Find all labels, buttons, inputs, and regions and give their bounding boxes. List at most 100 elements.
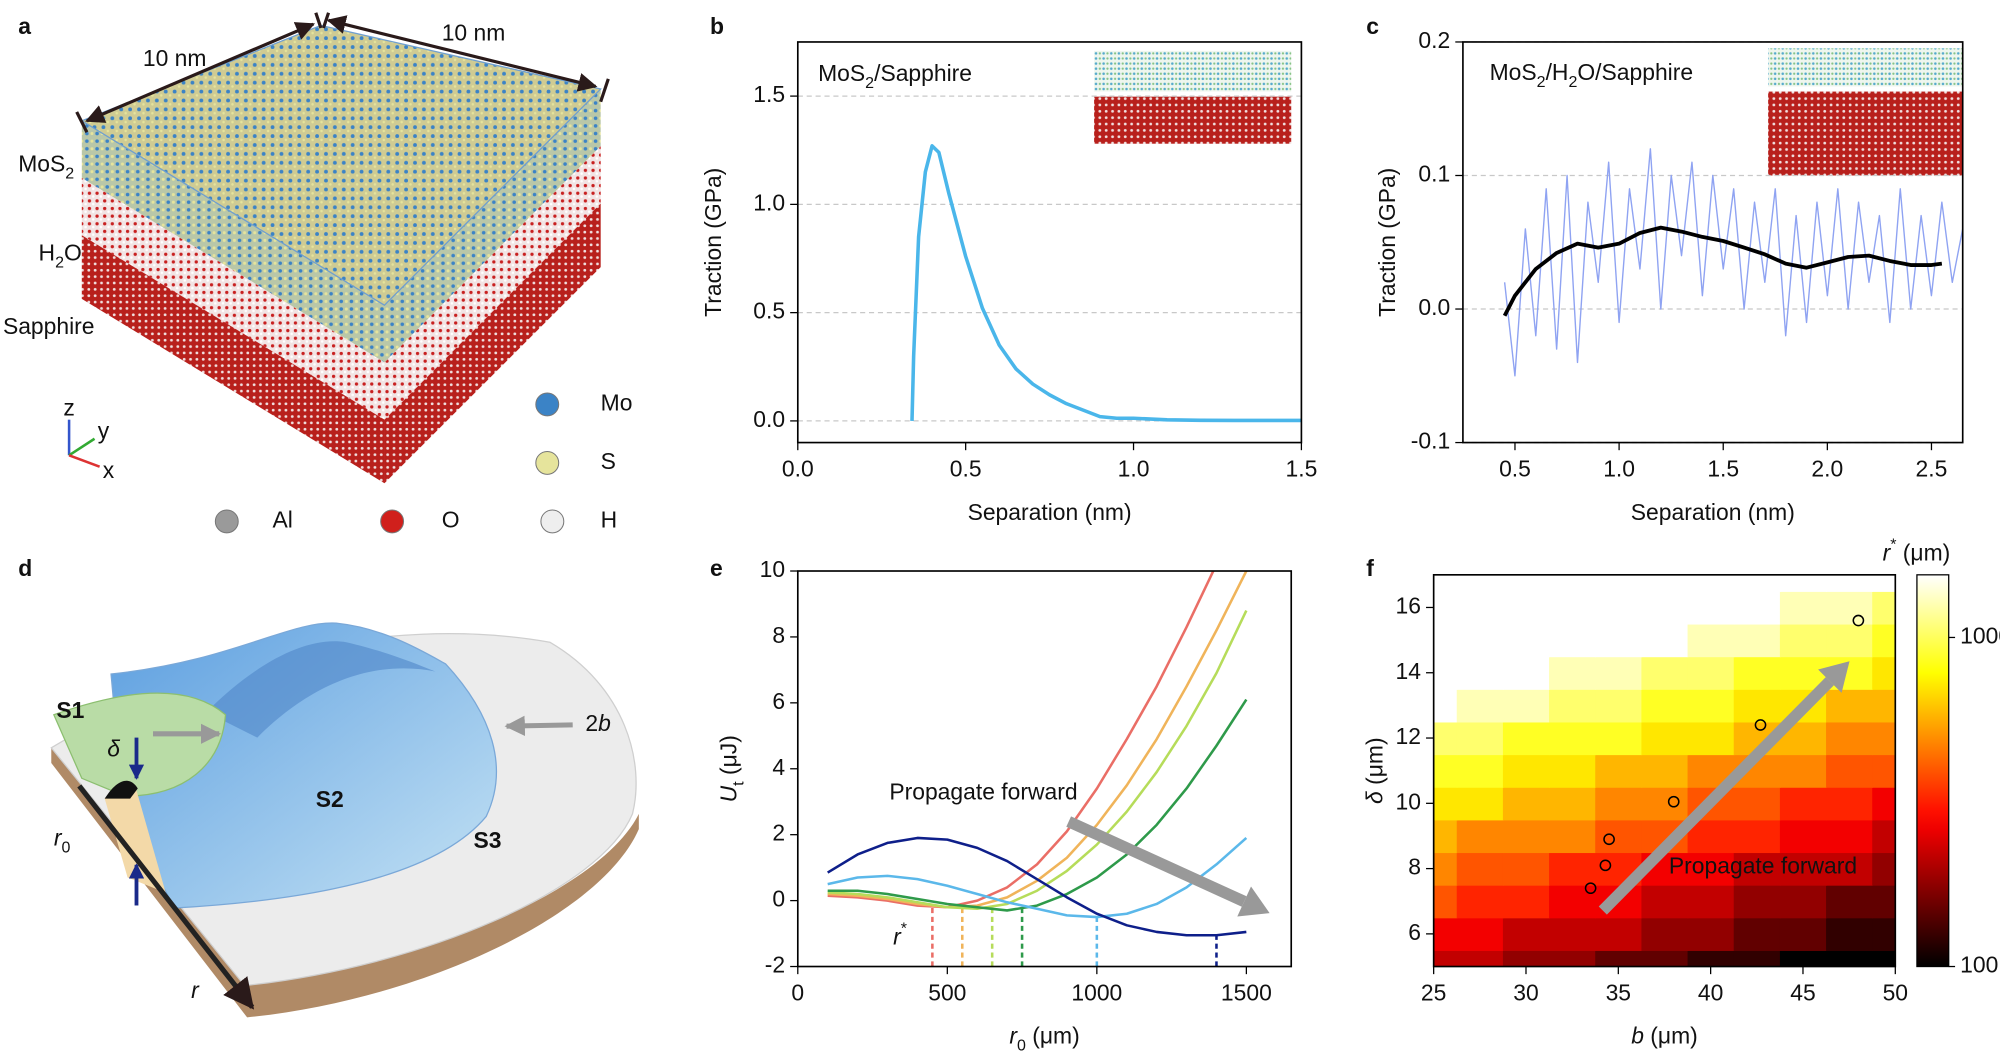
trend-arrow-head (1818, 661, 1850, 693)
y-axis-title: δ (μm) (1361, 737, 1387, 804)
x-axis-title-part: 0 (1017, 1037, 1026, 1053)
contour-cell (1456, 754, 1504, 788)
contour-cell (1549, 754, 1597, 788)
x-tick-label: 30 (1513, 980, 1538, 1006)
contour-cell (1687, 852, 1735, 886)
contour-cell (1826, 950, 1873, 967)
x-tick-label: 50 (1883, 980, 1908, 1006)
contour-cell (1826, 786, 1873, 821)
contour-cell (1641, 950, 1689, 967)
contour-cell (1549, 623, 1597, 658)
contour-cell (1456, 786, 1504, 821)
plot-area (910, 144, 1302, 423)
atom-label: H (601, 506, 618, 532)
layer-label-part: 2 (55, 254, 64, 272)
colorbar-title-part: (μm) (1896, 540, 1950, 566)
contour-cell (1641, 591, 1689, 625)
contour-cell (1456, 656, 1504, 690)
x-axis-title-part: Separation (nm) (1631, 499, 1795, 525)
data-line (827, 836, 1248, 919)
symbol-label: δ (107, 735, 120, 761)
annotation-part: 2 (1537, 73, 1546, 91)
contour-cell (1779, 754, 1827, 788)
contour-cell (1595, 754, 1643, 788)
y-tick-label: 0.5 (753, 298, 785, 324)
contour-cell (1779, 852, 1827, 886)
y-tick-label: 0.2 (1418, 27, 1450, 53)
contour-cell (1779, 950, 1827, 967)
layer-label: MoS2 (18, 150, 74, 182)
annotation: MoS2/Sapphire (818, 60, 972, 92)
data-point (1852, 614, 1865, 627)
contour-cell (1872, 623, 1896, 658)
x-tick-label: 40 (1698, 980, 1723, 1006)
contour-cell (1826, 754, 1873, 788)
contour-cell (1687, 884, 1735, 919)
x-axis-title: b (μm) (1631, 1023, 1698, 1049)
contour-cell (1779, 786, 1827, 821)
layer-label-part: MoS (18, 150, 65, 176)
contour-cell (1872, 852, 1896, 886)
contour-cell (1595, 786, 1643, 821)
y-tick-label: 8 (772, 622, 785, 648)
contour-cell (1826, 591, 1873, 625)
atom-swatch (214, 509, 239, 534)
x-tick-label: 35 (1606, 980, 1631, 1006)
x-tick-label: 0 (791, 980, 804, 1006)
contour-cell (1872, 689, 1896, 723)
contour-cell (1687, 689, 1735, 723)
panel-label: b (710, 13, 724, 39)
annotation-part: O/Sapphire (1577, 59, 1693, 85)
contour-cell (1872, 591, 1896, 625)
region-label: S2 (316, 786, 344, 812)
symbol-label: 2b (585, 710, 611, 736)
contour-cell (1433, 884, 1458, 919)
contour-cell (1549, 819, 1597, 854)
contour-cell (1733, 574, 1781, 592)
r-star-label-part: * (901, 920, 907, 938)
contour-cell (1502, 623, 1550, 658)
y-tick-label: 0.0 (1418, 294, 1450, 320)
layer-label: H2O (39, 239, 82, 271)
inset-structure (1768, 91, 1963, 176)
annotation-part: 2 (865, 74, 874, 92)
contour-cell (1826, 819, 1873, 854)
y-tick-label: 2 (772, 820, 785, 846)
contour-cell (1433, 721, 1458, 756)
contour-cell (1502, 689, 1550, 723)
contour-cell (1433, 623, 1458, 658)
panel-label: a (18, 13, 31, 39)
data-line (1502, 225, 1943, 317)
x-axis-title: Separation (nm) (968, 499, 1132, 525)
symbol-label-part: 2 (585, 710, 598, 736)
symbol-label: r0 (54, 824, 71, 856)
contour-cell (1595, 689, 1643, 723)
plot-frame (796, 41, 1303, 444)
x-axis-title: Separation (nm) (1631, 499, 1795, 525)
layer-label: Sapphire (3, 313, 95, 339)
contour-cell (1733, 884, 1781, 919)
contour-cell (1502, 852, 1550, 886)
data-line (827, 836, 1247, 937)
trend-arrow (1066, 816, 1247, 907)
r-star-label-part: r (893, 924, 902, 950)
y-tick-label: 8 (1408, 854, 1421, 880)
contour-cell (1779, 917, 1827, 951)
contour-cell (1502, 591, 1550, 625)
atom-label: Mo (601, 389, 633, 415)
blister-diagram (50, 622, 639, 1018)
y-axis-title-part: U (715, 785, 741, 802)
data-line (827, 571, 1215, 909)
contour-cell (1433, 950, 1458, 967)
y-tick-label: 14 (1395, 658, 1421, 684)
contour-cell (1502, 754, 1550, 788)
contour-cell (1779, 819, 1827, 854)
y-tick-label: 6 (772, 688, 785, 714)
contour-cell (1456, 574, 1504, 592)
contour-cell (1641, 721, 1689, 756)
annotation-part: /Sapphire (874, 60, 972, 86)
data-point (1603, 833, 1615, 846)
contour-cell (1641, 574, 1689, 592)
contour-cell (1433, 574, 1458, 592)
